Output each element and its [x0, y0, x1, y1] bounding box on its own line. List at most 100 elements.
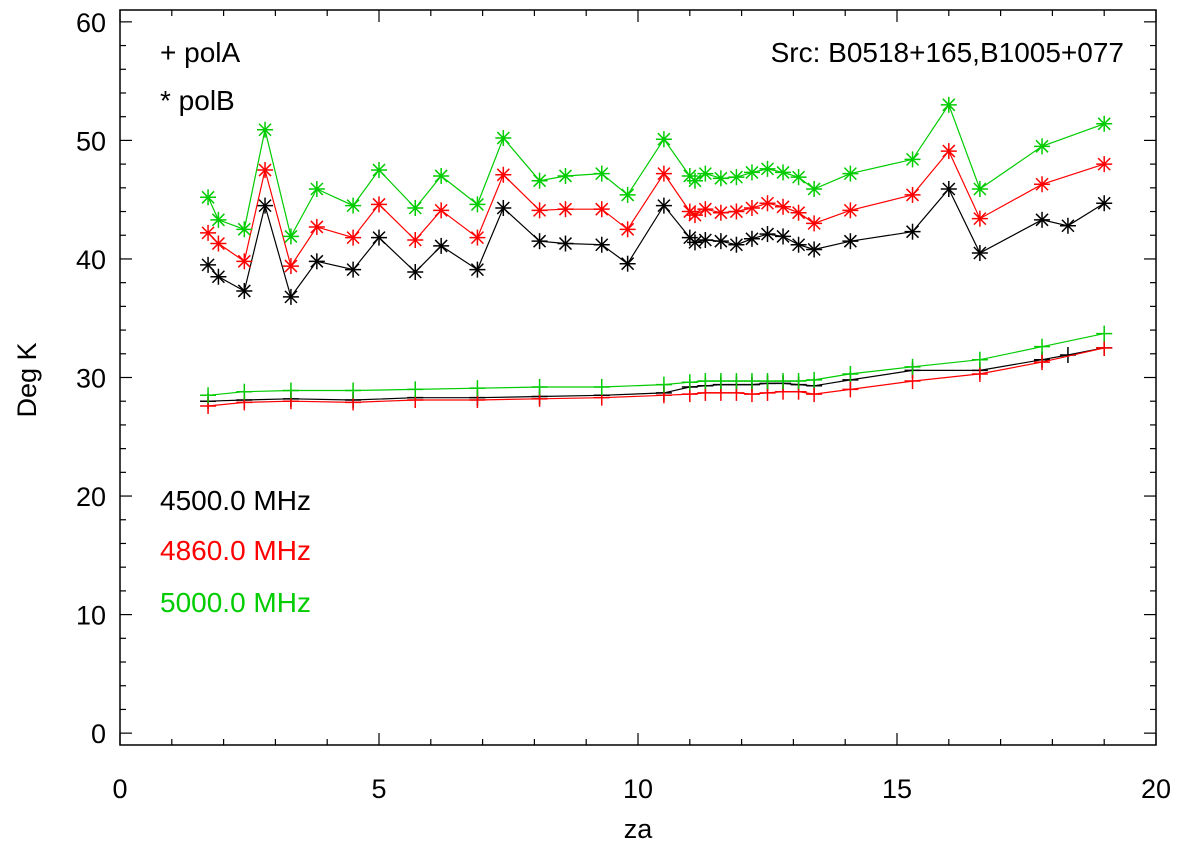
- x-tick-label: 20: [1141, 774, 1171, 804]
- data-point-star: [309, 219, 325, 235]
- data-point-star: [532, 233, 548, 249]
- data-point-star: [469, 230, 485, 246]
- x-axis-label: za: [624, 814, 654, 844]
- data-point-star: [236, 283, 252, 299]
- data-point-star: [433, 168, 449, 184]
- data-point-star: [697, 201, 713, 217]
- data-point-star: [972, 245, 988, 261]
- legend-entry-4500: 4500.0 MHz: [160, 485, 311, 516]
- data-point-star: [257, 122, 273, 138]
- y-axis-label: Deg K: [12, 342, 42, 417]
- data-point-star: [744, 200, 760, 216]
- data-point-star: [697, 232, 713, 248]
- data-point-star: [433, 238, 449, 254]
- y-tick-label: 60: [76, 8, 106, 38]
- x-tick-label: 0: [112, 774, 127, 804]
- y-tick-label: 20: [76, 482, 106, 512]
- data-point-star: [200, 257, 216, 273]
- data-point-star: [283, 289, 299, 305]
- data-point-star: [1034, 138, 1050, 154]
- data-point-star: [257, 162, 273, 178]
- data-point-star: [842, 202, 858, 218]
- data-point-star: [283, 228, 299, 244]
- data-point-star: [345, 230, 361, 246]
- x-tick-label: 5: [371, 774, 386, 804]
- data-point-star: [728, 204, 744, 220]
- data-point-star: [687, 234, 703, 250]
- data-point-star: [972, 211, 988, 227]
- data-point-star: [713, 233, 729, 249]
- data-point-star: [687, 173, 703, 189]
- data-point-star: [495, 167, 511, 183]
- y-tick-label: 30: [76, 364, 106, 394]
- data-point-star: [1034, 212, 1050, 228]
- data-point-star: [1096, 116, 1112, 132]
- data-point-star: [1034, 176, 1050, 192]
- data-point-star: [433, 202, 449, 218]
- data-point-star: [469, 196, 485, 212]
- legend-entry-4860: 4860.0 MHz: [160, 535, 311, 566]
- data-point-star: [532, 173, 548, 189]
- data-point-star: [806, 181, 822, 197]
- data-point-star: [620, 256, 636, 272]
- data-point-star: [842, 166, 858, 182]
- data-point-star: [620, 221, 636, 237]
- data-point-star: [407, 264, 423, 280]
- data-point-star: [532, 202, 548, 218]
- data-point-star: [905, 151, 921, 167]
- data-point-star: [791, 205, 807, 221]
- data-point-star: [728, 237, 744, 253]
- annotation-pola: + polA: [160, 37, 240, 68]
- data-point-star: [594, 166, 610, 182]
- data-point-star: [842, 233, 858, 249]
- x-tick-label: 15: [882, 774, 912, 804]
- y-tick-label: 10: [76, 601, 106, 631]
- data-point-star: [200, 189, 216, 205]
- data-point-star: [236, 221, 252, 237]
- data-point-star: [760, 226, 776, 242]
- legend-entry-5000: 5000.0 MHz: [160, 587, 311, 618]
- data-point-star: [495, 200, 511, 216]
- data-point-star: [791, 169, 807, 185]
- data-point-star: [791, 237, 807, 253]
- data-point-star: [309, 181, 325, 197]
- data-point-star: [744, 231, 760, 247]
- data-point-star: [257, 198, 273, 214]
- data-point-star: [371, 162, 387, 178]
- data-point-star: [371, 196, 387, 212]
- data-point-star: [656, 166, 672, 182]
- data-point-star: [806, 215, 822, 231]
- data-point-star: [620, 187, 636, 203]
- data-point-star: [713, 205, 729, 221]
- data-point-star: [594, 237, 610, 253]
- data-point-star: [557, 201, 573, 217]
- data-point-star: [656, 198, 672, 214]
- data-point-star: [941, 181, 957, 197]
- data-point-star: [210, 212, 226, 228]
- data-point-star: [495, 130, 511, 146]
- data-point-star: [309, 253, 325, 269]
- data-point-star: [557, 236, 573, 252]
- x-tick-label: 10: [623, 774, 653, 804]
- annotation-polb: * polB: [160, 85, 235, 116]
- data-point-star: [283, 258, 299, 274]
- data-point-star: [941, 143, 957, 159]
- data-point-star: [775, 164, 791, 180]
- data-point-star: [775, 228, 791, 244]
- data-point-star: [371, 230, 387, 246]
- data-point-star: [972, 181, 988, 197]
- data-point-star: [407, 232, 423, 248]
- data-point-star: [697, 166, 713, 182]
- data-point-star: [760, 195, 776, 211]
- data-point-star: [345, 262, 361, 278]
- data-point-star: [557, 168, 573, 184]
- y-tick-label: 50: [76, 126, 106, 156]
- data-point-star: [1096, 195, 1112, 211]
- data-point-star: [1060, 218, 1076, 234]
- data-point-star: [236, 253, 252, 269]
- data-point-star: [594, 201, 610, 217]
- data-point-star: [744, 164, 760, 180]
- y-tick-label: 0: [91, 719, 106, 749]
